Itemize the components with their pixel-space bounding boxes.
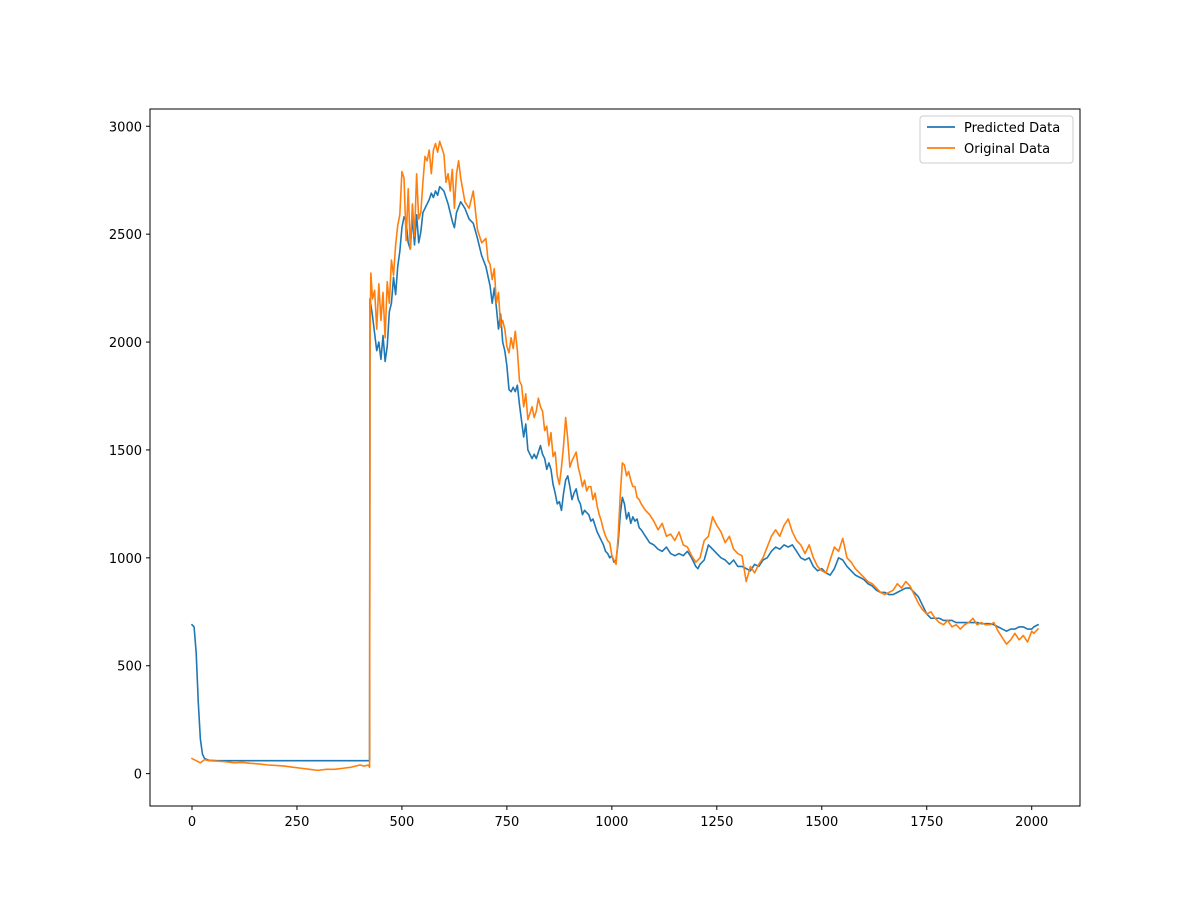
y-tick-label: 1500 bbox=[109, 444, 142, 459]
x-tick-label: 1750 bbox=[910, 815, 943, 830]
x-tick-label: 2000 bbox=[1015, 815, 1048, 830]
x-tick-label: 1000 bbox=[595, 815, 628, 830]
y-tick-label: 0 bbox=[134, 768, 142, 783]
y-tick-label: 2000 bbox=[109, 336, 142, 351]
series-line-predicted-data bbox=[190, 185, 1040, 762]
series-line-original-data bbox=[190, 140, 1040, 772]
legend-label: Predicted Data bbox=[964, 121, 1060, 136]
y-tick-label: 1000 bbox=[109, 552, 142, 567]
y-tick-label: 500 bbox=[117, 660, 142, 675]
axes-frame bbox=[149, 108, 1081, 807]
x-tick-label: 0 bbox=[188, 815, 196, 830]
x-tick-label: 750 bbox=[494, 815, 519, 830]
plot-area bbox=[190, 140, 1040, 772]
x-tick-label: 1250 bbox=[700, 815, 733, 830]
y-tick-label: 3000 bbox=[109, 120, 142, 135]
x-tick-label: 250 bbox=[285, 815, 310, 830]
x-tick-label: 500 bbox=[390, 815, 415, 830]
x-tick-label: 1500 bbox=[805, 815, 838, 830]
legend-label: Original Data bbox=[964, 142, 1050, 157]
legend-box bbox=[919, 115, 1074, 164]
axes: 0 250 500 750 1000 1250 1500 1750 2000 0 500 1000 15… bbox=[109, 108, 1081, 830]
y-tick-label: 2500 bbox=[109, 228, 142, 243]
legend: Predicted Data Original Data bbox=[919, 115, 1074, 164]
